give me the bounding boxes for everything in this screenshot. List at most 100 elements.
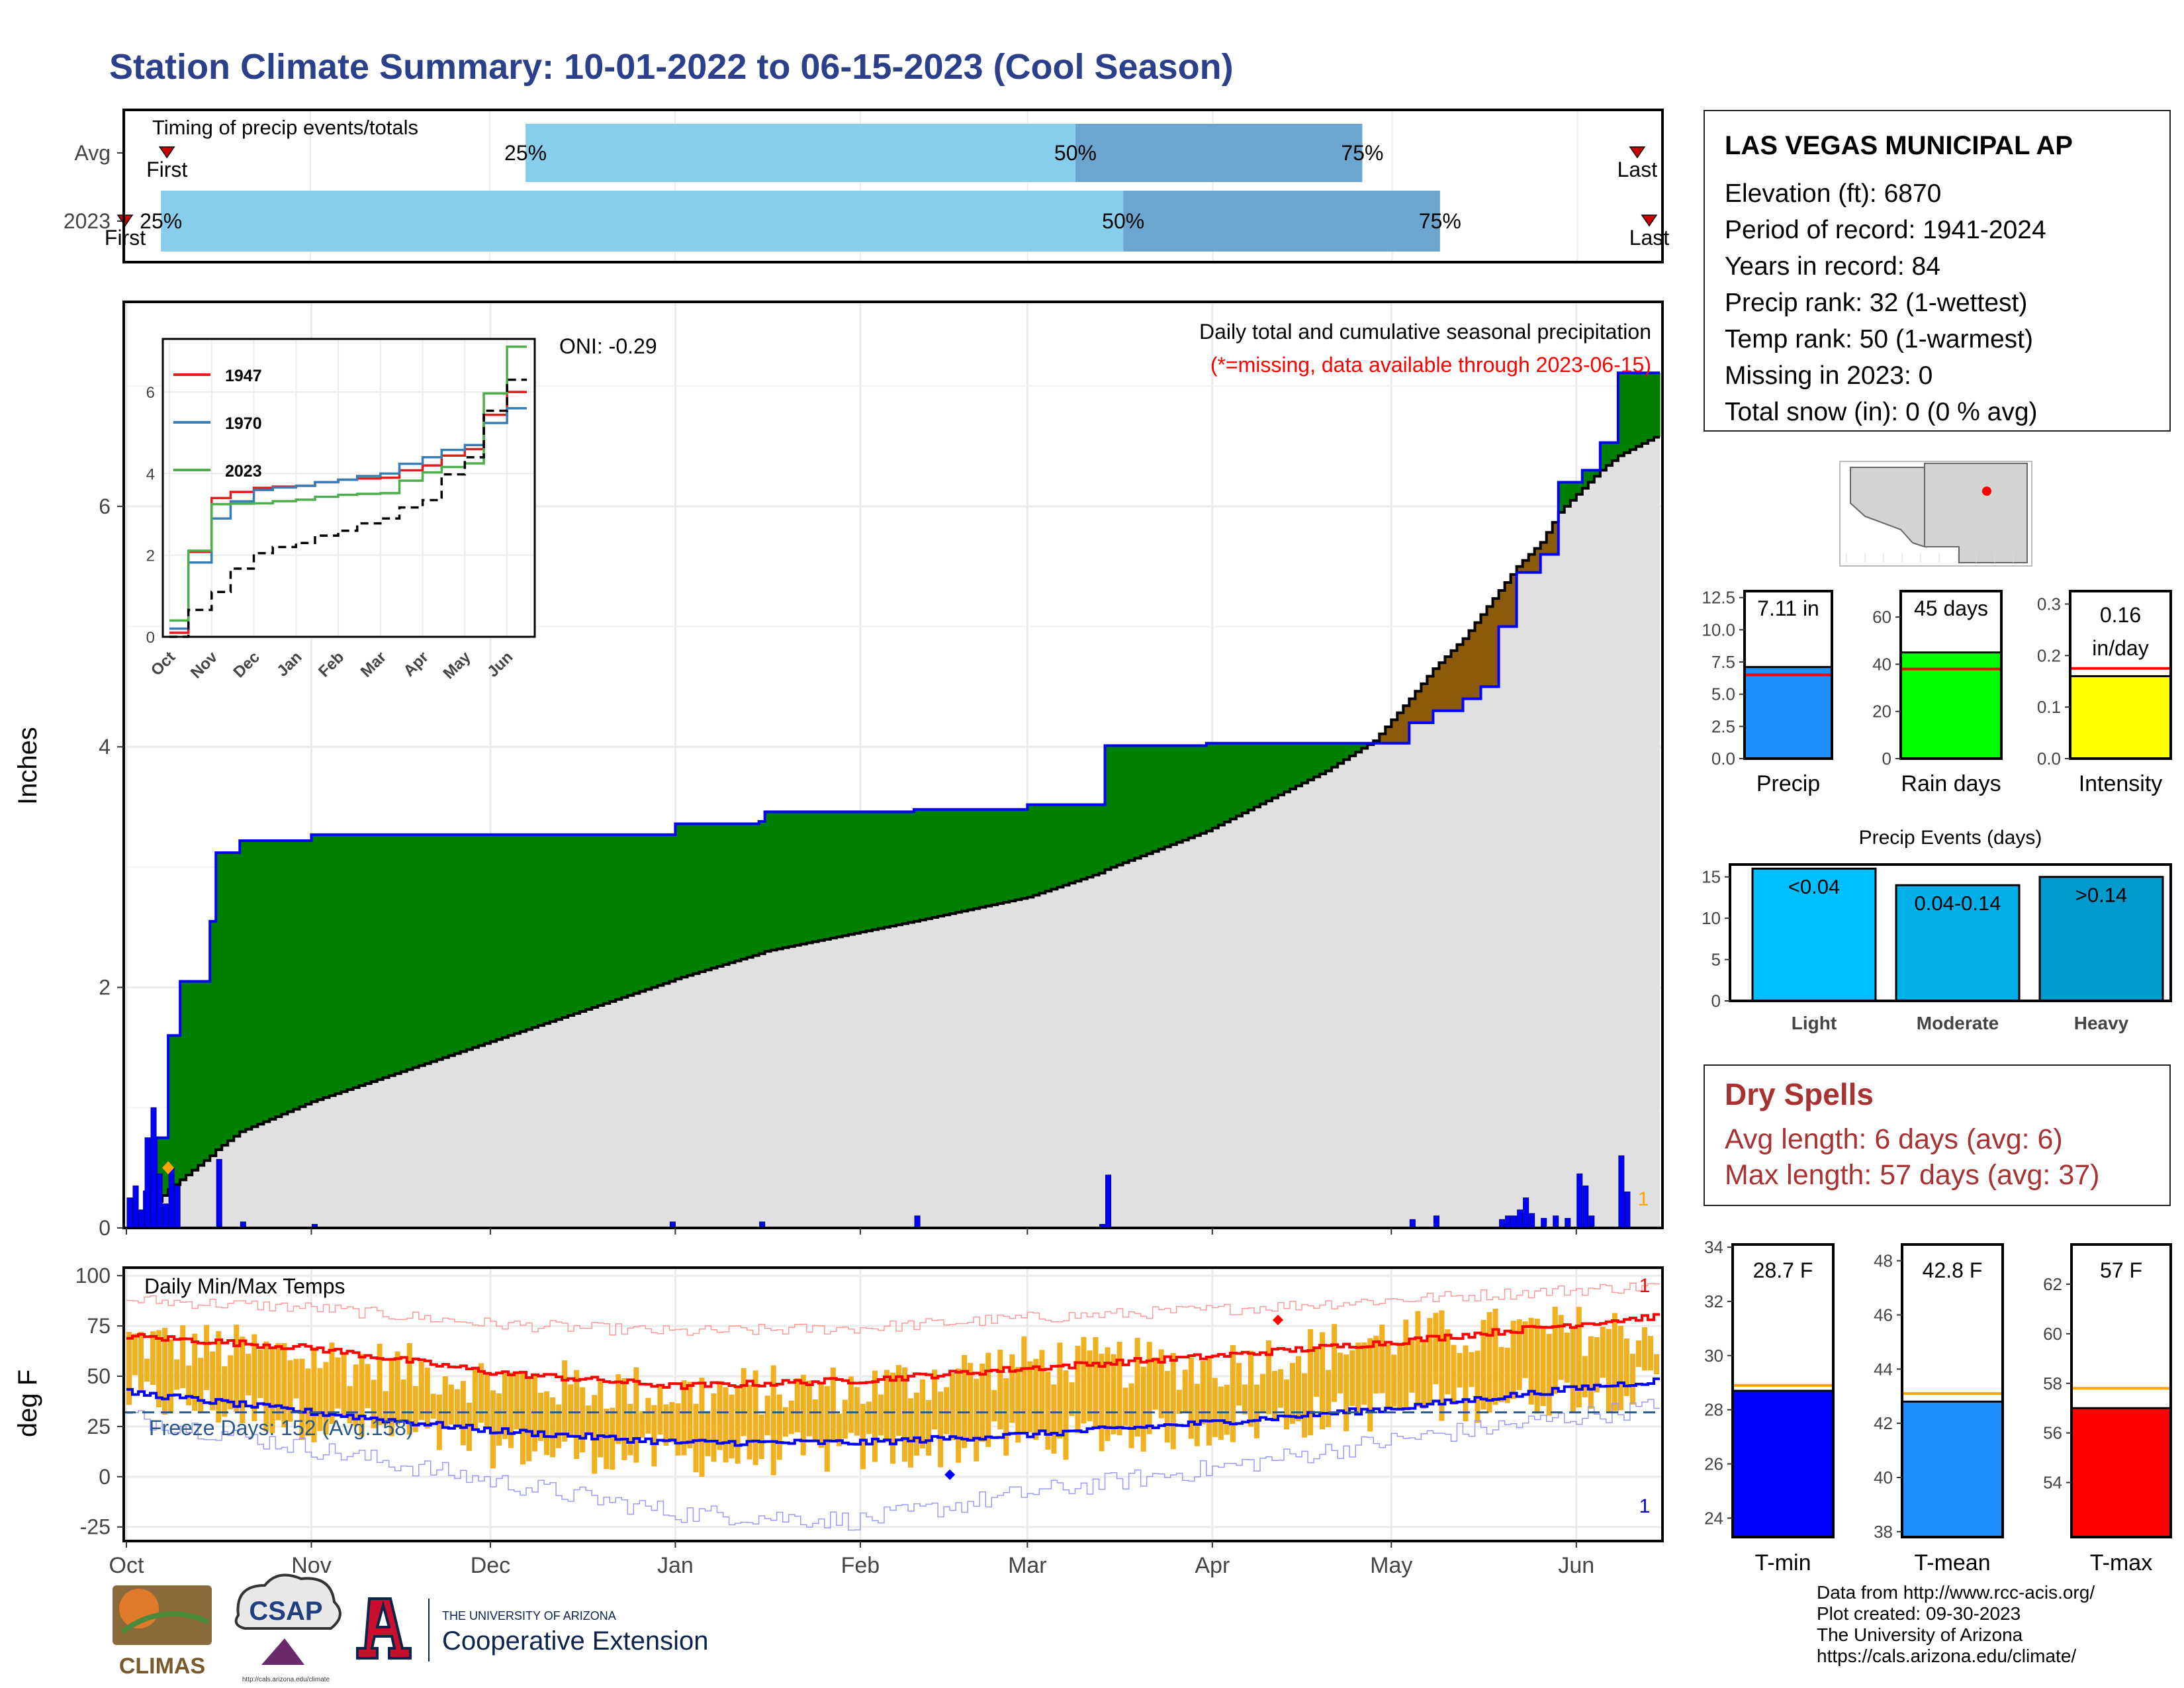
daily-temp-bar xyxy=(639,1411,645,1438)
stat-frame xyxy=(1743,590,1833,760)
daily-temp-bar xyxy=(168,1339,174,1414)
events-ytick-label: 15 xyxy=(1702,867,1721,887)
above-avg-band xyxy=(788,812,796,947)
daily-temp-bar xyxy=(281,1342,287,1428)
daily-temp-bar xyxy=(968,1362,974,1440)
daily-temp-bar xyxy=(1451,1344,1457,1405)
above-avg-band xyxy=(305,840,312,1105)
above-avg-band xyxy=(1206,743,1213,831)
daily-temp-bar xyxy=(1367,1338,1373,1432)
daily-temp-bar xyxy=(1361,1342,1367,1405)
station-missing: Missing in 2023: 0 xyxy=(1725,361,1933,390)
daily-temp-bar xyxy=(1522,1321,1528,1378)
tstat-value-label: 42.8 F xyxy=(1923,1258,1983,1282)
tstat-value-label: 57 F xyxy=(2100,1258,2142,1282)
month-tick-label: Oct xyxy=(109,1553,144,1578)
daily-temp-bar xyxy=(580,1387,586,1453)
daily-temp-bar xyxy=(1176,1389,1182,1415)
above-avg-band xyxy=(794,812,801,946)
daily-temp-bar xyxy=(1230,1345,1236,1442)
above-avg-band xyxy=(1320,743,1326,774)
above-avg-band xyxy=(568,834,574,1016)
temp-bottom-count: 1 xyxy=(1639,1495,1651,1517)
daily-temp-bar xyxy=(538,1392,544,1441)
daily-temp-bar xyxy=(1641,1327,1647,1371)
daily-temp-bar xyxy=(1045,1372,1051,1450)
temp-ytick-label: 100 xyxy=(75,1264,111,1288)
daily-temp-bar xyxy=(884,1370,889,1442)
dry-spells-title: Dry Spells xyxy=(1725,1077,1874,1111)
above-avg-band xyxy=(442,834,449,1058)
oni-label: ONI: -0.29 xyxy=(559,334,657,358)
below-avg-band xyxy=(1457,644,1464,711)
above-avg-band xyxy=(848,812,855,935)
tstat-bar xyxy=(1901,1400,2004,1538)
daily-temp-bar xyxy=(1033,1358,1039,1440)
above-avg-band xyxy=(1248,743,1255,810)
above-avg-band xyxy=(317,834,324,1100)
stat-ytick-label: 2.5 xyxy=(1711,716,1735,736)
above-avg-band xyxy=(806,812,813,943)
above-avg-band xyxy=(1314,743,1320,777)
above-avg-band xyxy=(699,823,706,972)
above-avg-band xyxy=(866,812,873,931)
daily-temp-bar xyxy=(1003,1378,1009,1456)
above-avg-band xyxy=(675,823,682,979)
above-avg-band xyxy=(1653,373,1661,438)
stat-ytick-label: 10.0 xyxy=(1702,620,1735,639)
above-avg-band xyxy=(1617,373,1625,456)
above-avg-band xyxy=(329,834,336,1096)
daily-temp-bar xyxy=(818,1383,824,1448)
daily-temp-bar xyxy=(889,1372,896,1464)
above-avg-band xyxy=(962,809,968,912)
temp-ylabel: deg F xyxy=(13,1370,42,1437)
daily-precip-bar xyxy=(1553,1215,1559,1229)
above-avg-band xyxy=(735,823,742,961)
below-avg-band xyxy=(1540,542,1547,555)
daily-precip-bar xyxy=(156,1173,163,1229)
daily-temp-bar xyxy=(902,1367,908,1462)
station-years: Years in record: 84 xyxy=(1725,252,1940,281)
above-avg-band xyxy=(860,812,867,933)
daily-temp-bar xyxy=(1427,1318,1433,1403)
above-avg-band xyxy=(371,834,378,1082)
credit-line: https://cals.arizona.edu/climate/ xyxy=(1817,1646,2077,1666)
daily-temp-bar xyxy=(610,1407,615,1470)
above-avg-band xyxy=(938,809,944,917)
above-avg-band xyxy=(1063,804,1070,886)
above-avg-band xyxy=(580,834,586,1011)
tstat-ytick-label: 34 xyxy=(1704,1237,1723,1257)
daily-temp-bar xyxy=(394,1351,400,1425)
above-avg-band xyxy=(651,834,659,988)
precip-ylabel: Inches xyxy=(13,727,42,805)
dry-spells-avg: Avg length: 6 days (avg: 6) xyxy=(1725,1123,2063,1155)
daily-temp-bar xyxy=(1349,1350,1355,1407)
inset-legend-label: 2023 xyxy=(225,462,262,481)
above-avg-band xyxy=(776,812,784,949)
stat-ytick-label: 0 xyxy=(1882,749,1891,769)
above-avg-band xyxy=(926,809,933,919)
temp-stat-panels: 24 26 28 30 32 34 28.7 F T-min 38 40 42 44 46 48 42.8 … xyxy=(1704,1237,2172,1575)
daily-temp-bar xyxy=(950,1373,956,1440)
stat-bar xyxy=(1743,666,1833,760)
daily-temp-bar xyxy=(347,1385,353,1424)
daily-temp-bar xyxy=(699,1378,705,1477)
tstat-ytick-label: 40 xyxy=(1874,1468,1893,1487)
below-avg-band xyxy=(1552,522,1559,555)
daily-temp-bar xyxy=(770,1365,776,1476)
daily-temp-bar xyxy=(663,1404,669,1446)
above-avg-band xyxy=(1290,743,1297,789)
daily-temp-bar xyxy=(1194,1383,1200,1446)
above-avg-band xyxy=(228,853,234,1141)
above-avg-band xyxy=(758,821,766,954)
above-avg-band xyxy=(752,823,760,956)
daily-temp-bar xyxy=(526,1379,532,1462)
timing-pct-label: 75% xyxy=(1419,209,1461,233)
daily-temp-bar xyxy=(824,1385,830,1472)
above-avg-band xyxy=(526,834,533,1030)
above-avg-band xyxy=(1093,804,1100,876)
events-title: Precip Events (days) xyxy=(1859,827,2042,849)
daily-temp-bar xyxy=(1606,1329,1612,1413)
daily-temp-bar xyxy=(1248,1350,1253,1427)
